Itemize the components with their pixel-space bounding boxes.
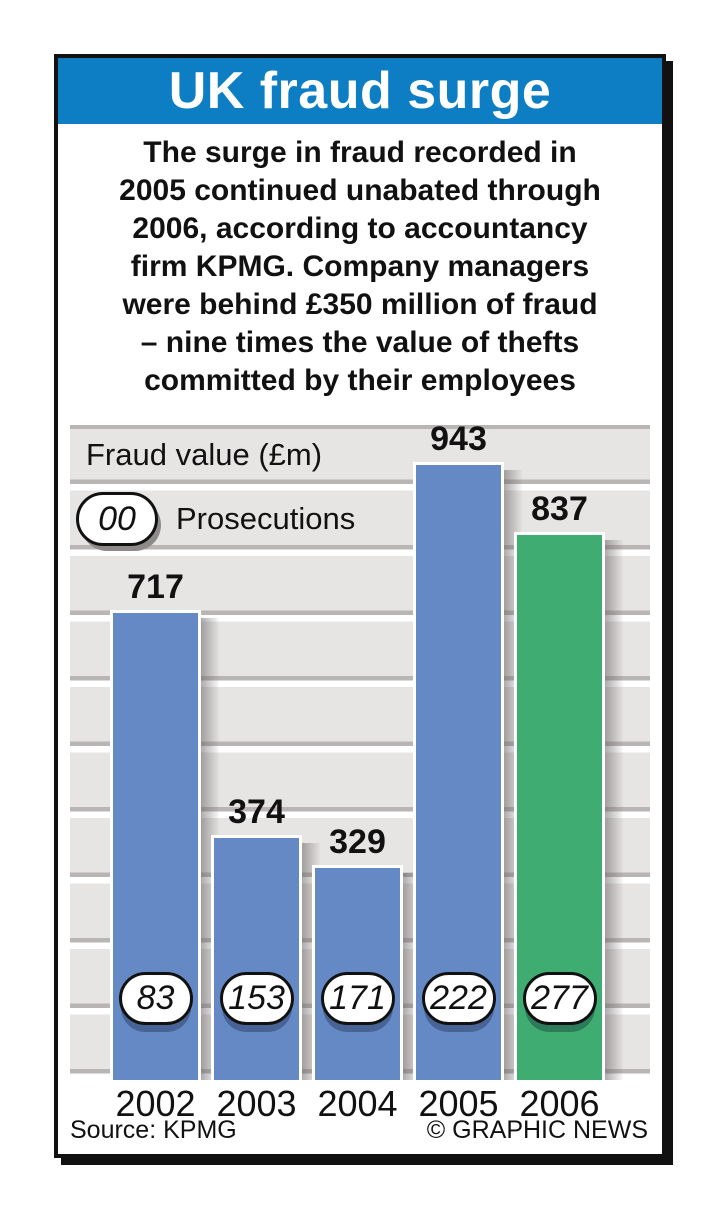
bar-value-label-2002: 717 <box>127 568 184 606</box>
prosecutions-legend-label: Prosecutions <box>176 501 356 536</box>
intro-line: The surge in fraud recorded in <box>143 136 577 169</box>
bar-2006: 277 <box>514 532 605 1080</box>
footer: Source: KPMG © GRAPHIC NEWS <box>70 1116 648 1145</box>
prosecutions-badge-2005: 222 <box>421 972 496 1025</box>
x-axis: 2002 2003 2004 2005 2006 <box>70 1084 650 1126</box>
intro-text: The surge in fraud recorded in 2005 conti… <box>58 134 662 400</box>
x-axis-label-2003: 2003 <box>216 1083 297 1124</box>
intro-line: – nine times the value of thefts <box>140 326 580 359</box>
intro-line: 2005 continued unabated through <box>119 174 601 207</box>
x-axis-label-2002: 2002 <box>115 1083 196 1124</box>
source-label: Source: KPMG <box>70 1116 237 1144</box>
bar-2003: 153 <box>211 835 302 1080</box>
prosecutions-badge-2006: 277 <box>522 972 597 1025</box>
intro-line: were behind £350 million of fraud <box>122 288 598 321</box>
infographic-frame: UK fraud surge The surge in fraud record… <box>54 54 666 1158</box>
prosecutions-badge-2004: 171 <box>320 972 395 1025</box>
intro-line: committed by their employees <box>144 364 576 397</box>
bar-2005: 222 <box>413 462 504 1080</box>
bar-drop-shadow <box>605 540 623 1080</box>
intro-line: 2006, according to accountancy <box>132 212 588 245</box>
x-axis-label-2005: 2005 <box>418 1083 499 1124</box>
credit-label: © GRAPHIC NEWS <box>426 1116 648 1144</box>
bar-value-label-2004: 329 <box>329 823 386 861</box>
page-title: UK fraud surge <box>168 62 552 120</box>
bar-2004: 171 <box>312 865 403 1080</box>
bar-value-label-2005: 943 <box>430 420 487 458</box>
prosecutions-legend-badge: 00 <box>76 492 158 546</box>
chart-plot: Fraud value (£m) 00 Prosecutions 83 717 15… <box>70 420 650 1080</box>
bar-value-label-2003: 374 <box>228 793 285 831</box>
legend-prosecutions: 00 Prosecutions <box>76 492 355 546</box>
x-axis-label-2004: 2004 <box>317 1083 398 1124</box>
header-band: UK fraud surge <box>58 58 662 124</box>
prosecutions-legend-badge-text: 00 <box>98 499 136 538</box>
prosecutions-badge-2003: 153 <box>219 972 294 1025</box>
bar-2002: 83 <box>110 610 201 1080</box>
intro-line: firm KPMG. Company managers <box>130 250 590 283</box>
chart-top-gridline <box>70 425 650 429</box>
prosecutions-badge-2002: 83 <box>118 972 193 1025</box>
bar-value-label-2006: 837 <box>531 490 588 528</box>
chart-title: Fraud value (£m) <box>86 437 323 472</box>
x-axis-label-2006: 2006 <box>519 1083 600 1124</box>
